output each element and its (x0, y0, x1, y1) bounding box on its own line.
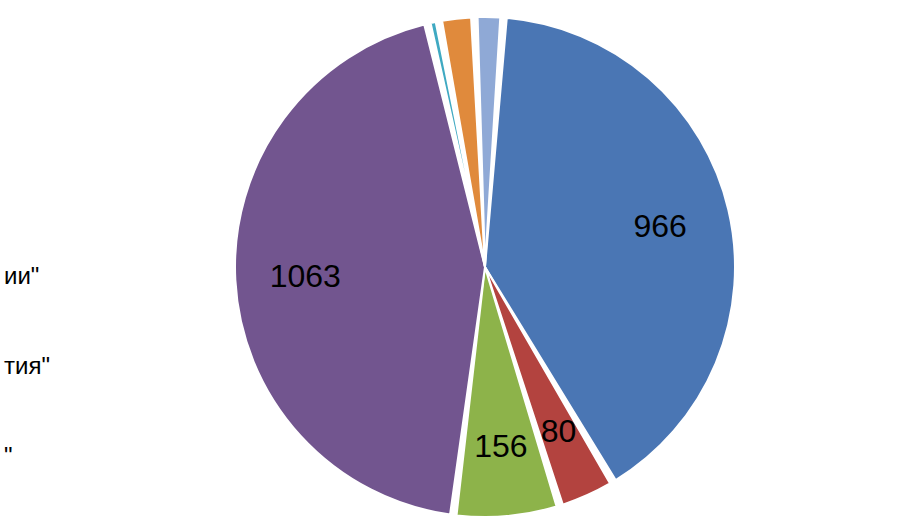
svg-text:1063: 1063 (270, 258, 341, 294)
html-text:ии": ии" (4, 262, 40, 289)
svg-text:966: 966 (634, 208, 687, 244)
svg-text:156: 156 (474, 428, 527, 464)
html-text:тия": тия" (4, 352, 50, 379)
svg-text:80: 80 (541, 413, 577, 449)
